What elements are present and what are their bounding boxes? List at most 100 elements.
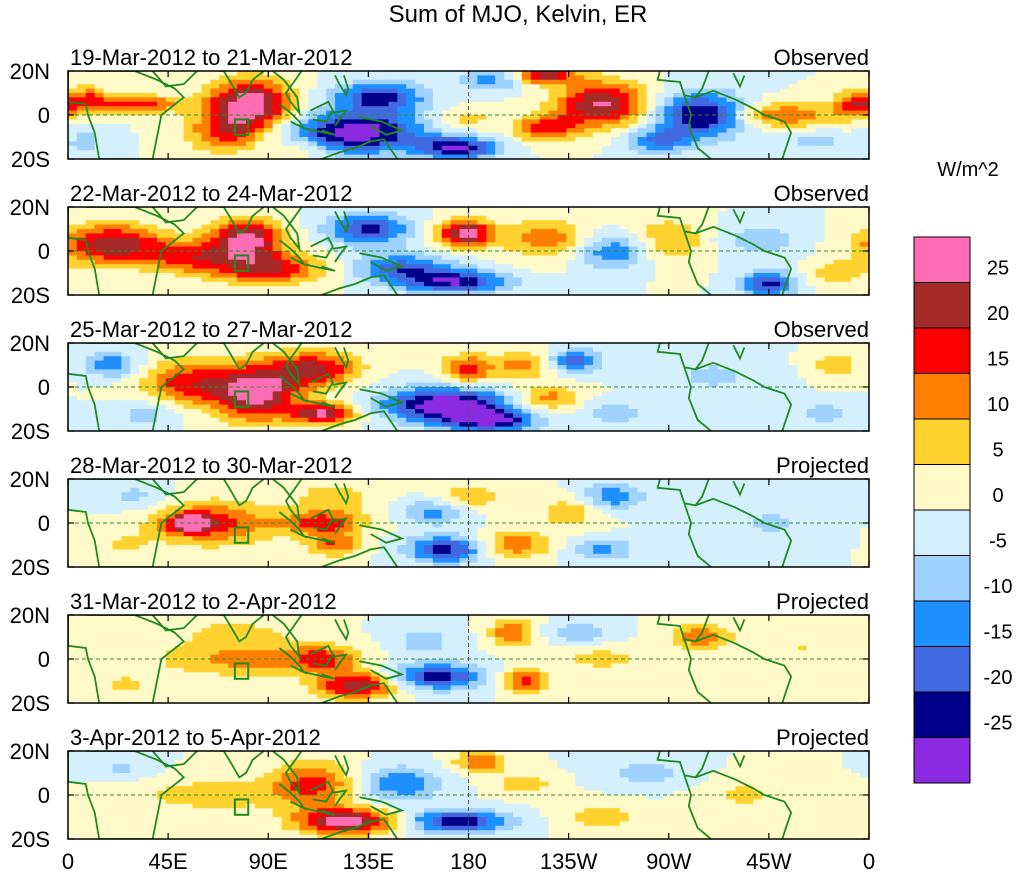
field-cell bbox=[593, 123, 603, 129]
field-cell bbox=[317, 395, 327, 401]
field-cell bbox=[753, 119, 763, 125]
field-cell bbox=[851, 233, 861, 239]
field-cell bbox=[566, 71, 576, 76]
field-cell bbox=[664, 264, 674, 270]
field-cell bbox=[68, 400, 78, 406]
field-cell bbox=[343, 426, 354, 431]
field-cell bbox=[228, 145, 238, 151]
field-cell bbox=[566, 229, 576, 234]
field-cell bbox=[148, 115, 158, 120]
field-cell bbox=[477, 110, 487, 116]
field-cell bbox=[655, 229, 665, 234]
field-cell bbox=[139, 220, 149, 226]
field-cell bbox=[477, 400, 487, 406]
field-cell bbox=[406, 145, 416, 151]
field-cell bbox=[263, 141, 274, 147]
field-cell bbox=[682, 137, 692, 142]
field-cell bbox=[593, 409, 603, 414]
field-cell bbox=[584, 255, 594, 261]
field-cell bbox=[157, 286, 167, 292]
field-cell bbox=[788, 84, 799, 90]
field-cell bbox=[610, 426, 621, 431]
field-cell bbox=[210, 356, 220, 362]
field-cell bbox=[68, 343, 78, 348]
field-cell bbox=[646, 150, 656, 156]
field-cell bbox=[646, 132, 656, 138]
field-cell bbox=[379, 246, 389, 252]
field-cell bbox=[361, 150, 372, 156]
field-cell bbox=[486, 264, 496, 270]
field-cell bbox=[628, 268, 639, 274]
field-cell bbox=[361, 286, 372, 292]
field-cell bbox=[833, 110, 843, 116]
field-cell bbox=[566, 97, 576, 103]
field-cell bbox=[504, 229, 514, 234]
field-cell bbox=[388, 400, 398, 406]
field-cell bbox=[237, 264, 247, 270]
field-cell bbox=[566, 242, 576, 248]
field-cell bbox=[468, 360, 478, 366]
field-cell bbox=[281, 343, 292, 348]
field-cell bbox=[450, 347, 461, 353]
field-cell bbox=[628, 71, 639, 76]
field-cell bbox=[575, 347, 585, 353]
field-cell bbox=[610, 343, 621, 348]
field-cell bbox=[183, 251, 194, 256]
field-cell bbox=[335, 259, 345, 265]
field-cell bbox=[557, 347, 567, 353]
field-cell bbox=[619, 150, 630, 156]
field-cell bbox=[486, 75, 496, 81]
field-cell bbox=[290, 369, 300, 375]
field-cell bbox=[157, 290, 167, 295]
field-cell bbox=[548, 246, 559, 252]
field-cell bbox=[370, 93, 381, 98]
field-cell bbox=[210, 220, 220, 226]
field-cell bbox=[833, 255, 843, 261]
field-cell bbox=[513, 106, 523, 112]
field-cell bbox=[370, 264, 381, 270]
field-cell bbox=[130, 215, 140, 221]
field-cell bbox=[735, 145, 745, 151]
field-cell bbox=[254, 417, 265, 423]
field-cell bbox=[432, 215, 443, 221]
field-cell bbox=[210, 242, 220, 248]
field-cell bbox=[513, 369, 523, 375]
field-cell bbox=[299, 71, 309, 76]
field-cell bbox=[237, 88, 247, 94]
field-cell bbox=[406, 75, 416, 81]
field-cell bbox=[780, 277, 790, 283]
field-cell bbox=[406, 211, 416, 217]
field-cell bbox=[691, 233, 701, 239]
field-cell bbox=[370, 215, 381, 221]
field-cell bbox=[254, 347, 265, 353]
field-cell bbox=[593, 233, 603, 239]
field-cell bbox=[726, 273, 737, 278]
field-cell bbox=[76, 88, 87, 94]
field-cell bbox=[628, 137, 639, 142]
field-cell bbox=[272, 356, 283, 362]
field-cell bbox=[842, 132, 852, 138]
field-cell bbox=[406, 71, 416, 76]
field-cell bbox=[192, 391, 203, 397]
field-cell bbox=[619, 246, 630, 252]
field-cell bbox=[593, 382, 603, 388]
field-cell bbox=[717, 211, 728, 217]
field-cell bbox=[139, 115, 149, 120]
field-cell bbox=[646, 233, 656, 239]
field-cell bbox=[566, 123, 576, 129]
field-cell bbox=[521, 242, 532, 248]
field-cell bbox=[691, 119, 701, 125]
field-cell bbox=[628, 373, 639, 379]
field-cell bbox=[388, 97, 398, 103]
field-cell bbox=[121, 97, 131, 103]
field-cell bbox=[450, 119, 461, 125]
field-cell bbox=[290, 413, 300, 419]
field-cell bbox=[157, 110, 167, 116]
field-cell bbox=[219, 373, 229, 379]
field-cell bbox=[219, 356, 229, 362]
field-cell bbox=[192, 356, 203, 362]
field-cell bbox=[281, 413, 292, 419]
field-cell bbox=[183, 413, 194, 419]
field-cell bbox=[246, 220, 256, 226]
field-cell bbox=[753, 259, 763, 265]
